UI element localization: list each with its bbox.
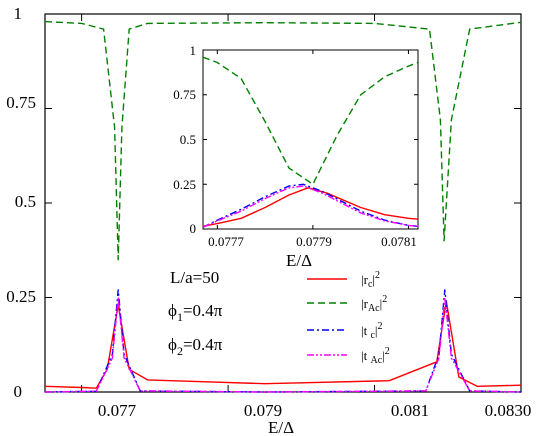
param-phi2-value: =0.4π: [183, 335, 223, 354]
legend-tac-sub: Ac: [370, 355, 382, 366]
legend-rc-sub: c: [368, 279, 373, 290]
legend-rac-sup: 2: [382, 294, 387, 305]
main-xtick-label: 0.079: [244, 401, 282, 420]
param-phi2-base: ϕ: [168, 335, 177, 354]
legend-label-rc: |rc|2: [361, 270, 380, 290]
inset-ytick-label: 0: [190, 221, 197, 236]
legend: |rc|2 |rAc|2 |t c|2 |t Ac|2: [307, 270, 390, 366]
inset-ticks: [203, 49, 418, 230]
series-line-tac: [202, 185, 419, 228]
legend-tc-sup: 2: [378, 321, 383, 332]
main-ytick-label: 0: [14, 382, 23, 401]
inset-xtick-label: 0.0781: [381, 234, 417, 249]
legend-label-rac: |rAc|2: [361, 294, 387, 314]
main-ytick-label: 0.75: [6, 93, 36, 112]
inset-ytick-label: 0.25: [173, 177, 196, 192]
inset-xtick-label: 0.0777: [208, 234, 244, 249]
legend-rac-sub: Ac: [368, 303, 380, 314]
legend-tc-pre: |t: [361, 323, 370, 338]
legend-label-tac: |t Ac|2: [361, 346, 390, 366]
legend-tac-sup: 2: [385, 346, 390, 357]
series-line-rc: [202, 187, 419, 227]
series-line-tac: [44, 296, 522, 393]
inset-ytick-label: 0.75: [173, 87, 196, 102]
legend-tac-post: |: [382, 348, 385, 363]
param-length-label: L/a=50: [170, 268, 219, 287]
legend-tc-post: |: [375, 323, 378, 338]
inset-ytick-label: 1: [190, 43, 197, 58]
main-ytick-label: 1: [14, 4, 23, 23]
legend-rc-post: |: [372, 272, 375, 287]
inset-series: [202, 56, 419, 228]
series-line-tc: [44, 289, 522, 393]
main-x-axis-title: E/Δ: [268, 418, 294, 436]
legend-tc-sub: c: [370, 330, 375, 341]
inset-xtick-label: 0.0779: [296, 234, 332, 249]
legend-rac-post: |: [380, 296, 383, 311]
param-phi1-value: =0.4π: [183, 301, 223, 320]
main-xtick-label: 0.0830: [485, 401, 532, 420]
series-line-rac: [202, 56, 419, 186]
legend-rc-pre: |r: [361, 272, 369, 287]
legend-tac-pre: |t: [361, 348, 370, 363]
inset-x-axis-title: E/Δ: [286, 251, 312, 270]
main-series: [44, 20, 522, 393]
param-phi2-sub: 2: [177, 344, 183, 358]
main-ytick-label: 0.5: [15, 192, 36, 211]
series-line-rac: [44, 20, 522, 261]
inset-background: [203, 50, 418, 229]
param-phi2-label: ϕ2=0.4π: [168, 335, 223, 358]
main-xtick-label: 0.081: [391, 401, 429, 420]
legend-rc-sup: 2: [375, 270, 380, 281]
param-phi1-label: ϕ1=0.4π: [168, 301, 223, 324]
param-phi1-sub: 1: [177, 310, 183, 324]
param-phi1-base: ϕ: [168, 301, 177, 320]
legend-label-tc: |t c|2: [361, 321, 383, 341]
main-xtick-label: 0.077: [98, 401, 137, 420]
inset-ytick-label: 0.5: [180, 132, 196, 147]
main-ytick-label: 0.25: [6, 287, 36, 306]
legend-rac-pre: |r: [361, 296, 369, 311]
